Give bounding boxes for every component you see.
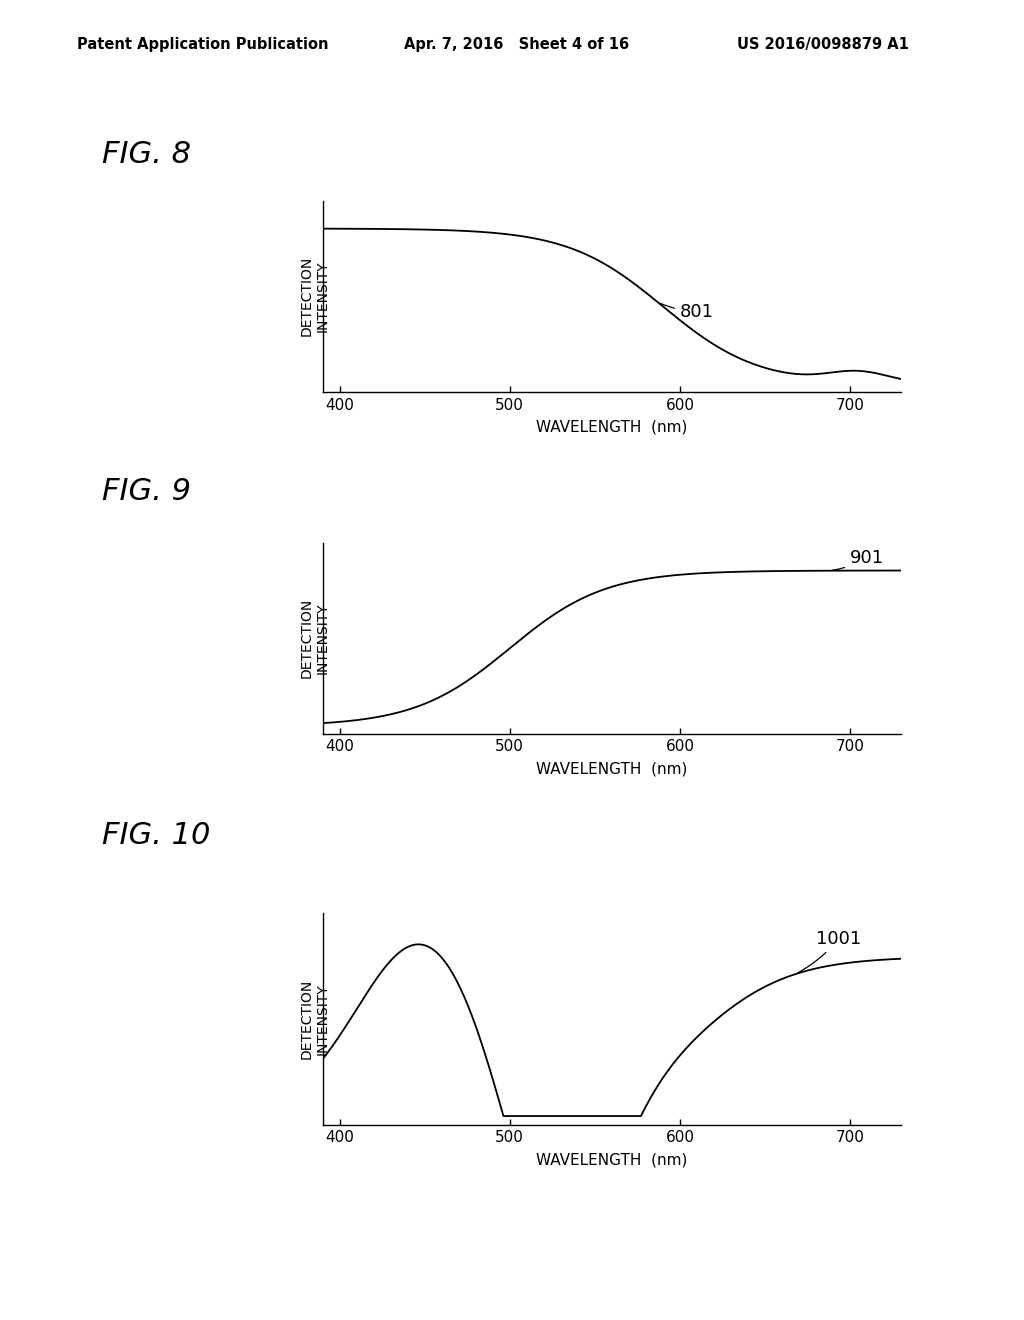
Y-axis label: DETECTION
INTENSITY: DETECTION INTENSITY	[299, 979, 330, 1059]
Text: US 2016/0098879 A1: US 2016/0098879 A1	[737, 37, 909, 51]
Text: Apr. 7, 2016   Sheet 4 of 16: Apr. 7, 2016 Sheet 4 of 16	[404, 37, 630, 51]
Text: FIG. 10: FIG. 10	[102, 821, 211, 850]
Text: 901: 901	[833, 549, 884, 570]
Text: FIG. 9: FIG. 9	[102, 477, 191, 506]
X-axis label: WAVELENGTH  (nm): WAVELENGTH (nm)	[537, 420, 687, 434]
Text: 801: 801	[660, 302, 714, 321]
Y-axis label: DETECTION
INTENSITY: DETECTION INTENSITY	[299, 598, 330, 678]
Text: FIG. 8: FIG. 8	[102, 140, 191, 169]
X-axis label: WAVELENGTH  (nm): WAVELENGTH (nm)	[537, 762, 687, 776]
Text: 1001: 1001	[798, 929, 861, 973]
X-axis label: WAVELENGTH  (nm): WAVELENGTH (nm)	[537, 1152, 687, 1167]
Text: Patent Application Publication: Patent Application Publication	[77, 37, 329, 51]
Y-axis label: DETECTION
INTENSITY: DETECTION INTENSITY	[299, 256, 330, 337]
